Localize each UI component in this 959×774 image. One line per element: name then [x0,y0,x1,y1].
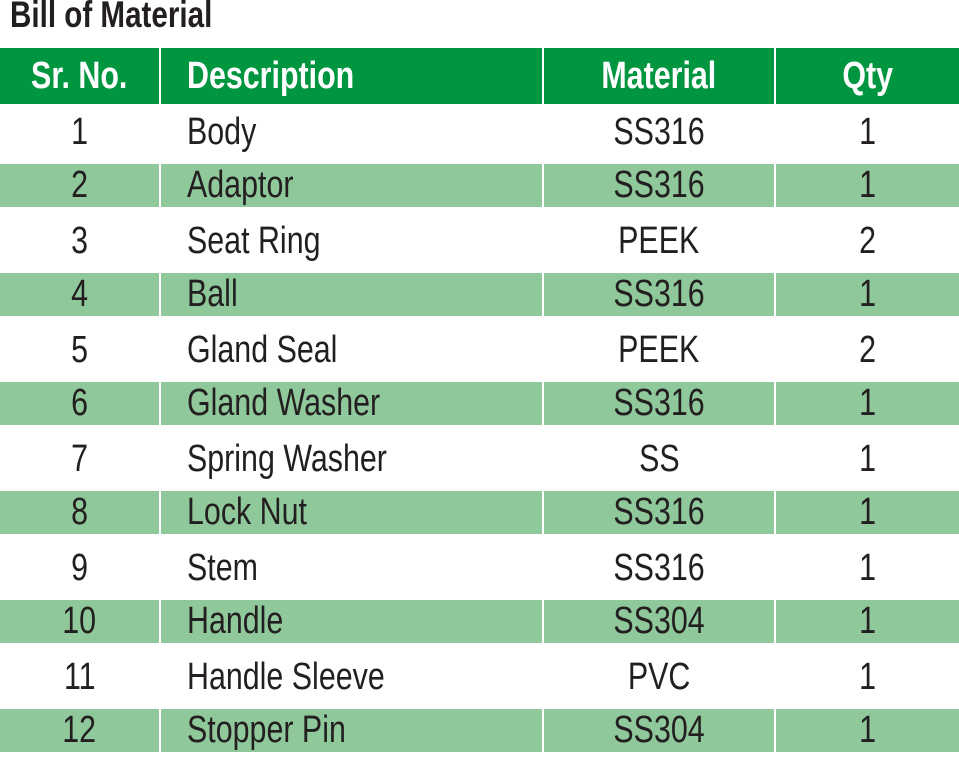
cell-material: SS316 [544,485,774,540]
table-row: 9 Stem SS316 1 [0,540,959,594]
table-row: 11 Handle Sleeve PVC 1 [0,649,959,703]
cell-material: PVC [544,649,774,703]
bill-of-material-table: Sr. No. Description Material Qty 1 Body SS… [0,48,959,758]
cell-qty: 2 [775,322,959,376]
cell-material: SS304 [544,703,774,758]
column-header-material: Material [544,48,774,104]
cell-description: Body [160,104,543,158]
cell-sr-no: 12 [0,703,159,758]
cell-description: Adaptor [160,158,543,213]
cell-description: Spring Washer [160,431,543,485]
cell-qty: 1 [775,649,959,703]
cell-sr-no: 1 [0,104,159,158]
cell-qty: 1 [775,431,959,485]
cell-sr-no: 7 [0,431,159,485]
table-row: 4 Ball SS316 1 [0,267,959,322]
cell-qty: 2 [775,213,959,267]
table-row: 10 Handle SS304 1 [0,594,959,649]
table-row: 5 Gland Seal PEEK 2 [0,322,959,376]
cell-sr-no: 2 [0,158,159,213]
cell-description: Stopper Pin [160,703,543,758]
cell-material: SS [544,431,774,485]
table-row: 7 Spring Washer SS 1 [0,431,959,485]
cell-description: Lock Nut [160,485,543,540]
cell-description: Handle Sleeve [160,649,543,703]
table-row: 1 Body SS316 1 [0,104,959,158]
cell-qty: 1 [775,158,959,213]
table-row: 8 Lock Nut SS316 1 [0,485,959,540]
cell-material: SS316 [544,158,774,213]
cell-sr-no: 9 [0,540,159,594]
cell-qty: 1 [775,594,959,649]
cell-material: SS304 [544,594,774,649]
table-row: 6 Gland Washer SS316 1 [0,376,959,431]
cell-qty: 1 [775,376,959,431]
cell-material: PEEK [544,322,774,376]
column-header-qty: Qty [775,48,959,104]
cell-qty: 1 [775,267,959,322]
cell-material: PEEK [544,213,774,267]
cell-description: Gland Washer [160,376,543,431]
cell-sr-no: 8 [0,485,159,540]
table-row: 2 Adaptor SS316 1 [0,158,959,213]
cell-qty: 1 [775,703,959,758]
column-header-sr-no: Sr. No. [0,48,159,104]
header-row: Sr. No. Description Material Qty [0,48,959,104]
cell-sr-no: 6 [0,376,159,431]
cell-material: SS316 [544,104,774,158]
cell-material: SS316 [544,376,774,431]
column-header-description: Description [160,48,543,104]
cell-qty: 1 [775,540,959,594]
table-row: 3 Seat Ring PEEK 2 [0,213,959,267]
cell-material: SS316 [544,540,774,594]
cell-qty: 1 [775,104,959,158]
cell-sr-no: 3 [0,213,159,267]
cell-description: Seat Ring [160,213,543,267]
cell-description: Stem [160,540,543,594]
cell-sr-no: 4 [0,267,159,322]
cell-sr-no: 10 [0,594,159,649]
cell-qty: 1 [775,485,959,540]
table-row: 12 Stopper Pin SS304 1 [0,703,959,758]
cell-material: SS316 [544,267,774,322]
cell-sr-no: 5 [0,322,159,376]
cell-description: Handle [160,594,543,649]
cell-description: Gland Seal [160,322,543,376]
page-title: Bill of Material [10,0,213,35]
cell-description: Ball [160,267,543,322]
cell-sr-no: 11 [0,649,159,703]
